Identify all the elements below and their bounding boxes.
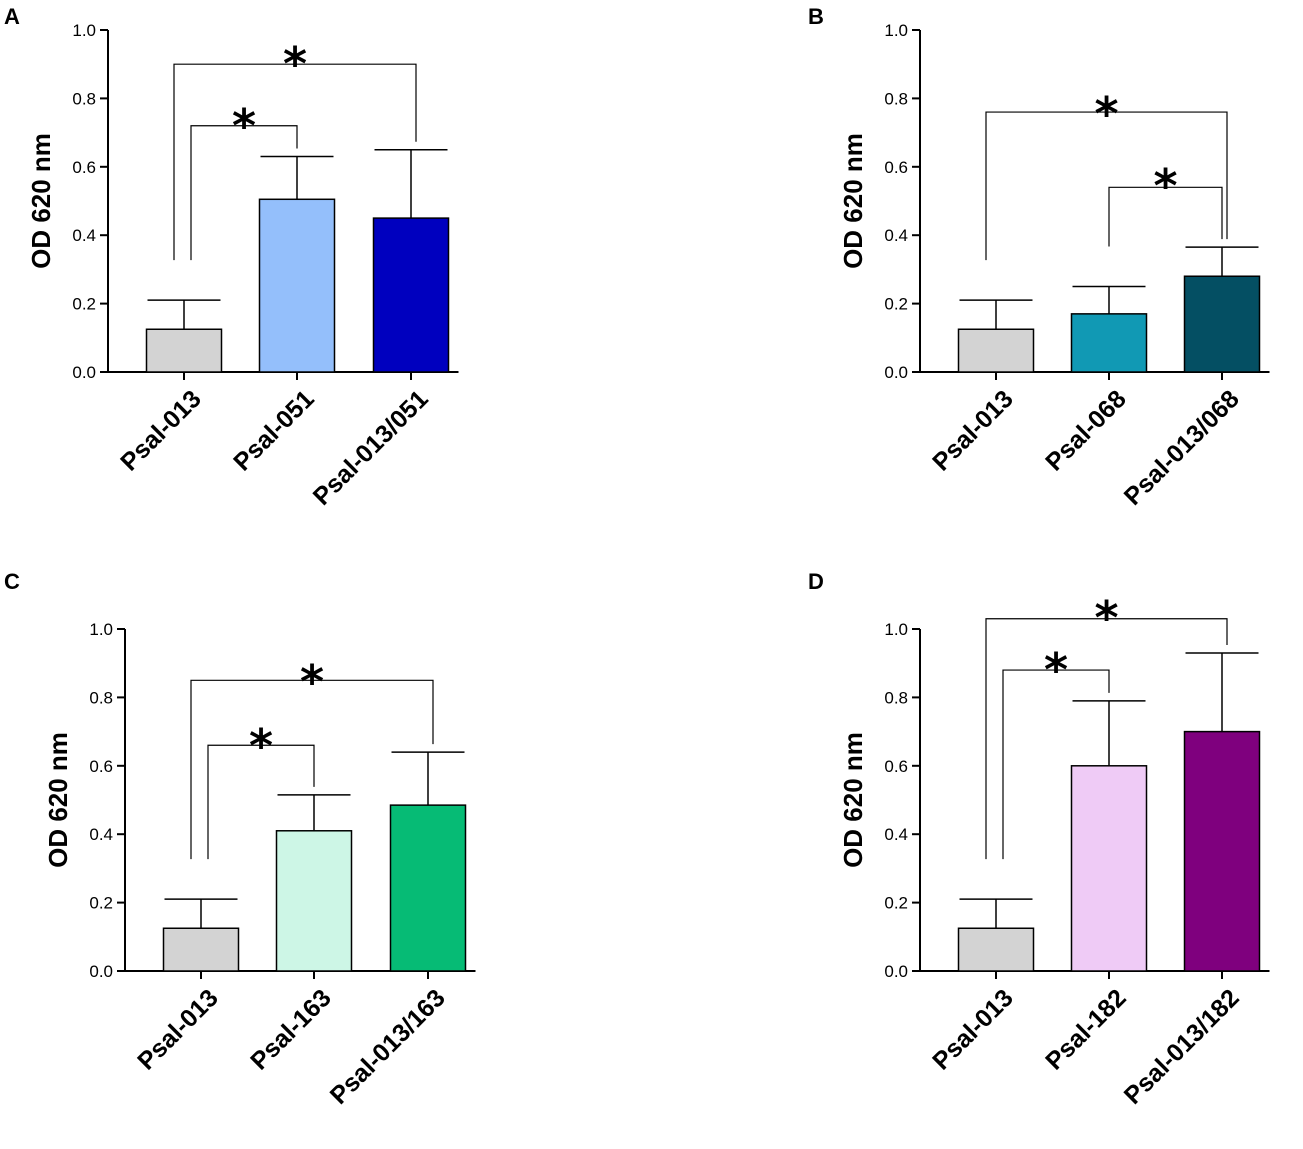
significance-bracket	[207, 744, 315, 860]
y-tick-label: 0.6	[72, 158, 96, 177]
y-tick-label: 1.0	[72, 21, 96, 40]
category-label: Psal-163	[245, 984, 337, 1076]
bar	[1070, 765, 1148, 972]
bar	[1183, 730, 1261, 972]
y-tick-label: 0.8	[884, 89, 908, 108]
y-tick-label: 0.4	[884, 226, 908, 245]
y-tick-label: 0.2	[89, 894, 113, 913]
category-label: Psal-013	[132, 984, 224, 1076]
y-axis-title: OD 620 nm	[26, 133, 56, 269]
category-label: Psal-013/182	[1119, 984, 1245, 1110]
y-tick-label: 1.0	[89, 620, 113, 639]
bar	[1183, 275, 1261, 373]
panel-letter: C	[4, 569, 20, 594]
y-tick-label: 0.4	[884, 825, 908, 844]
panel-letter: A	[4, 4, 20, 29]
significance-bracket	[190, 125, 298, 261]
y-tick-label: 0.6	[884, 757, 908, 776]
category-label: Psal-013	[927, 984, 1019, 1076]
y-tick-label: 0.0	[884, 962, 908, 981]
y-tick-label: 0.0	[884, 363, 908, 382]
significance-label: *	[249, 719, 273, 773]
category-label: Psal-013	[927, 385, 1019, 477]
significance-label: *	[1094, 87, 1118, 141]
y-axis-title: OD 620 nm	[43, 732, 73, 868]
category-label: Psal-051	[228, 385, 320, 477]
y-tick-label: 0.2	[884, 295, 908, 314]
significance-label: *	[1094, 591, 1118, 645]
y-tick-label: 0.4	[72, 226, 96, 245]
y-tick-label: 0.8	[89, 688, 113, 707]
bar	[145, 328, 223, 373]
bar	[258, 198, 336, 373]
significance-label: *	[232, 99, 256, 153]
bar	[389, 804, 467, 972]
significance-bracket	[173, 63, 417, 261]
category-label: Psal-013	[115, 385, 207, 477]
category-label: Psal-013/051	[308, 385, 434, 511]
category-label: Psal-068	[1040, 385, 1132, 477]
significance-bracket	[190, 679, 434, 860]
bar	[1070, 313, 1148, 373]
category-label: Psal-182	[1040, 984, 1132, 1076]
significance-bracket	[985, 618, 1228, 860]
significance-bracket	[1002, 669, 1110, 860]
bar	[957, 927, 1035, 972]
y-tick-label: 0.6	[89, 757, 113, 776]
y-tick-label: 0.2	[72, 295, 96, 314]
y-axis-title: OD 620 nm	[838, 732, 868, 868]
y-tick-label: 1.0	[884, 21, 908, 40]
y-axis-title: OD 620 nm	[838, 133, 868, 269]
significance-bracket	[1108, 186, 1223, 247]
y-tick-label: 0.0	[72, 363, 96, 382]
significance-label: *	[283, 37, 307, 91]
significance-label: *	[1153, 159, 1177, 213]
significance-label: *	[300, 655, 324, 709]
category-label: Psal-013/163	[325, 984, 451, 1110]
y-tick-label: 0.8	[72, 89, 96, 108]
bar	[275, 830, 353, 972]
y-tick-label: 0.0	[89, 962, 113, 981]
bar	[372, 217, 450, 373]
y-tick-label: 1.0	[884, 620, 908, 639]
significance-bracket	[985, 111, 1228, 261]
y-tick-label: 0.2	[884, 894, 908, 913]
y-tick-label: 0.6	[884, 158, 908, 177]
y-tick-label: 0.8	[884, 688, 908, 707]
bar	[162, 927, 240, 972]
y-tick-label: 0.4	[89, 825, 113, 844]
panel-letter: D	[808, 569, 824, 594]
panel-letter: B	[808, 4, 824, 29]
significance-label: *	[1044, 643, 1068, 697]
category-label: Psal-013/068	[1119, 385, 1245, 511]
bar	[957, 328, 1035, 373]
